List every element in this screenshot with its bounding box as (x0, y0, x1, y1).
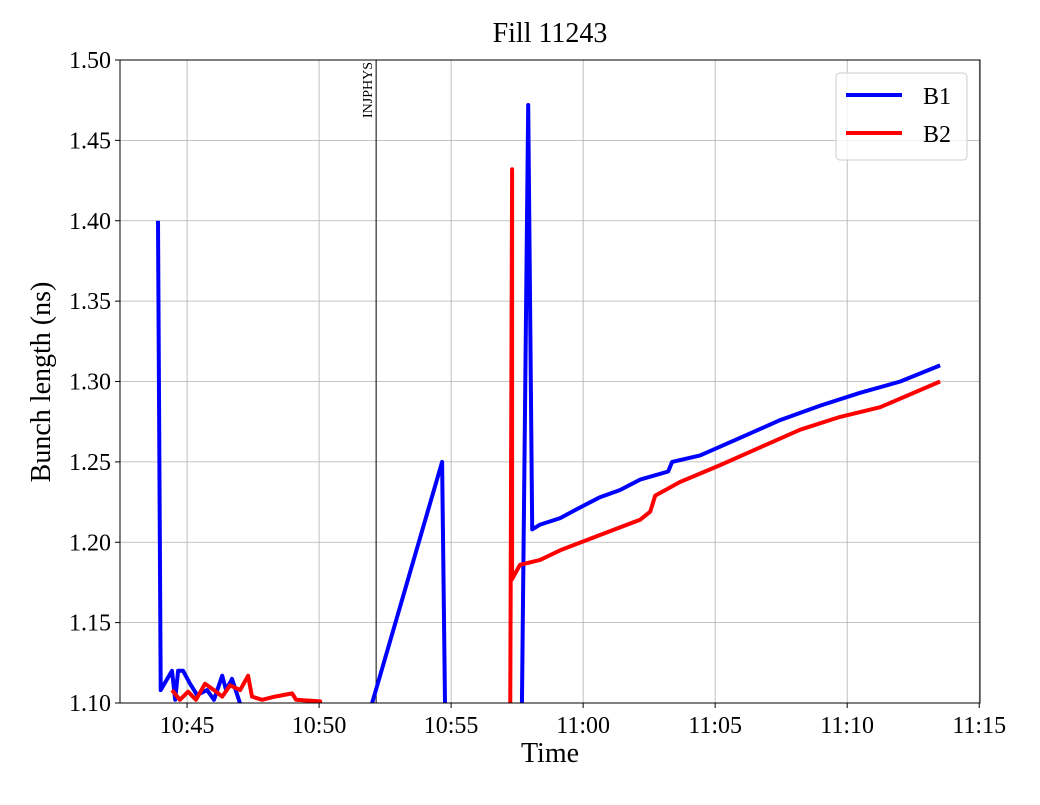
chart-title: Fill 11243 (493, 18, 608, 49)
y-axis-label: Bunch length (ns) (26, 282, 57, 483)
y-tick-label: 1.10 (69, 691, 111, 717)
x-tick-label: 11:05 (688, 713, 742, 739)
line-series (170, 167, 941, 703)
y-tick-label: 1.30 (69, 370, 111, 396)
x-axis-label: Time (521, 738, 579, 769)
plot-frame (119, 59, 981, 704)
y-tick-label: 1.50 (69, 48, 111, 74)
y-tick-label: 1.40 (69, 209, 111, 235)
legend-label: B2 (923, 122, 951, 148)
x-tick-label: 11:15 (952, 713, 1006, 739)
y-tick-label: 1.20 (69, 530, 111, 556)
event-label: INJPHYS (361, 62, 376, 118)
line-series (156, 103, 941, 703)
x-tick-label: 11:00 (556, 713, 610, 739)
y-tick-label: 1.15 (69, 611, 111, 637)
x-tick-label: 10:45 (160, 713, 215, 739)
x-tick-label: 10:55 (424, 713, 479, 739)
x-tick-label: 11:10 (820, 713, 874, 739)
x-tick-label: 10:50 (292, 713, 347, 739)
plot-area (156, 103, 941, 703)
y-tick-label: 1.25 (69, 450, 111, 476)
y-tick-label: 1.35 (69, 289, 111, 315)
legend-label: B1 (923, 84, 951, 110)
y-tick-label: 1.45 (69, 128, 111, 154)
